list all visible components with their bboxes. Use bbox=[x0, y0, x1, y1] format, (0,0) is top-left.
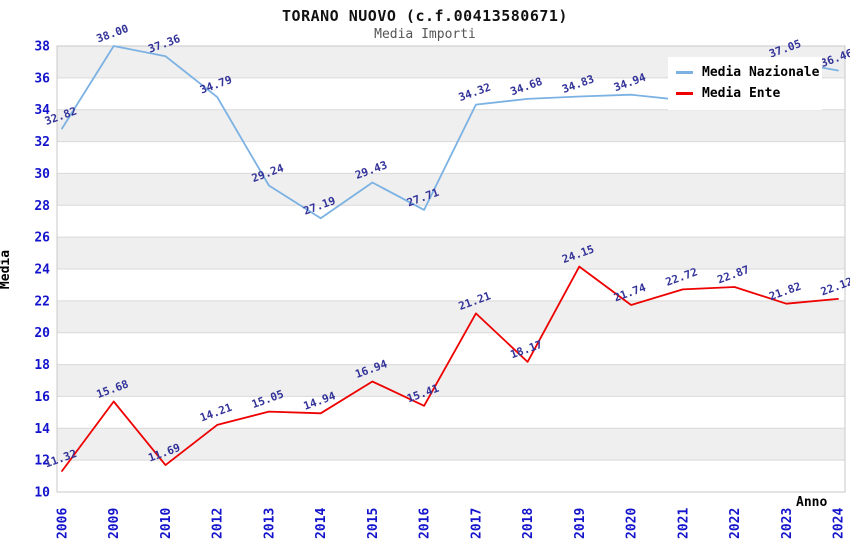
data-label: 34.32 bbox=[457, 81, 493, 105]
x-tick-label: 2016 bbox=[418, 508, 433, 539]
x-tick-label: 2019 bbox=[573, 508, 588, 539]
x-tick-label: 2021 bbox=[676, 508, 691, 539]
y-tick-label: 26 bbox=[34, 231, 50, 246]
y-tick-label: 12 bbox=[34, 454, 50, 469]
x-tick-label: 2023 bbox=[780, 508, 795, 539]
legend-item-media-ente[interactable]: Media Ente bbox=[676, 83, 814, 104]
media-nazionale-line-swatch-icon bbox=[676, 71, 693, 74]
data-label: 21.82 bbox=[767, 280, 803, 304]
data-label: 14.21 bbox=[198, 401, 234, 425]
y-tick-label: 20 bbox=[34, 326, 50, 341]
series-line-media-ente[interactable] bbox=[61, 265, 839, 472]
y-axis-title: Media bbox=[0, 249, 14, 290]
y-tick-label: 32 bbox=[34, 135, 50, 150]
x-tick-label: 2015 bbox=[366, 508, 381, 539]
y-tick-label: 18 bbox=[34, 358, 50, 373]
x-tick-label: 2010 bbox=[159, 508, 174, 539]
x-tick-label: 2006 bbox=[56, 508, 71, 539]
chart-subtitle: Media Importi bbox=[374, 27, 476, 42]
y-tick-label: 16 bbox=[34, 390, 50, 405]
plot-band bbox=[57, 300, 845, 333]
x-tick-label: 2013 bbox=[262, 508, 277, 539]
x-tick-label: 2022 bbox=[728, 508, 743, 539]
legend-item-media-nazionale[interactable]: Media Nazionale bbox=[676, 62, 819, 83]
chart-title: TORANO NUOVO (c.f.00413580671) bbox=[282, 7, 568, 25]
y-tick-label: 34 bbox=[34, 103, 50, 118]
legend-label: Media Ente bbox=[702, 86, 781, 101]
chart-legend: Media Nazionale Media Ente bbox=[668, 57, 822, 110]
y-tick-label: 10 bbox=[34, 486, 50, 501]
y-tick-label: 38 bbox=[34, 40, 50, 55]
y-tick-label: 36 bbox=[34, 71, 50, 86]
y-tick-label: 30 bbox=[34, 167, 50, 182]
media-ente-line-swatch-icon bbox=[676, 92, 693, 95]
x-tick-label: 2012 bbox=[211, 508, 226, 539]
x-axis-title: Anno bbox=[796, 495, 828, 510]
y-tick-label: 22 bbox=[34, 294, 50, 309]
data-label: 18.17 bbox=[509, 338, 545, 362]
y-tick-label: 14 bbox=[34, 422, 50, 437]
plot-band bbox=[57, 237, 845, 269]
x-tick-label: 2009 bbox=[107, 508, 122, 539]
x-tick-label: 2014 bbox=[314, 508, 329, 539]
x-tick-label: 2017 bbox=[469, 508, 484, 539]
plot-border bbox=[56, 45, 846, 493]
x-tick-label: 2018 bbox=[521, 508, 536, 539]
plot-band bbox=[57, 428, 845, 461]
x-tick-label: 2020 bbox=[625, 508, 640, 539]
x-tick-label: 2024 bbox=[832, 508, 847, 539]
legend-label: Media Nazionale bbox=[702, 65, 820, 80]
y-tick-label: 24 bbox=[34, 263, 50, 278]
plot-band bbox=[57, 109, 845, 142]
y-tick-label: 28 bbox=[34, 199, 50, 214]
plot-band bbox=[57, 173, 845, 206]
plot-band bbox=[57, 364, 845, 397]
